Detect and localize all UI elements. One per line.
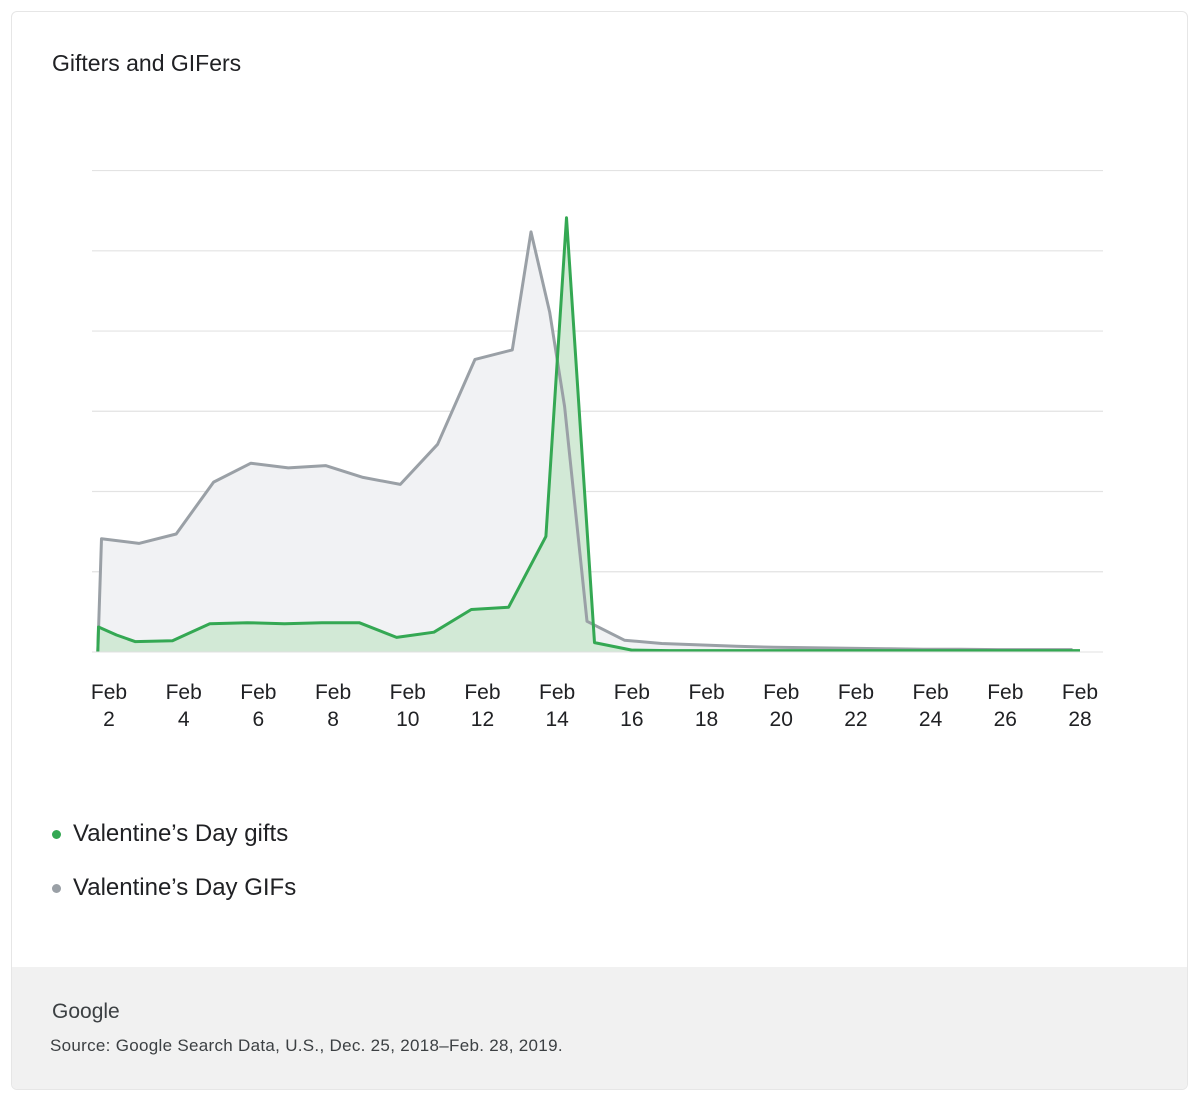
x-tick-label-month: Feb: [1062, 681, 1098, 704]
chart-title: Gifters and GIFers: [52, 50, 242, 76]
x-tick-label-month: Feb: [464, 681, 500, 704]
gifs-area: [97, 231, 1073, 652]
legend-dot-gifts: [52, 829, 61, 839]
x-tick-label-month: Feb: [763, 681, 799, 704]
footer: Google Source: Google Search Data, U.S.,…: [12, 967, 1187, 1089]
x-tick-label-month: Feb: [614, 681, 650, 704]
series-areas: [97, 217, 1081, 653]
legend: Valentine’s Day gifts Valentine’s Day GI…: [52, 807, 296, 915]
x-tick-label-day: 20: [770, 708, 793, 731]
x-tick-label-month: Feb: [240, 681, 276, 704]
x-axis-ticks: Feb 2 Feb 4 Feb 6 Feb 8 Feb 10 Feb 12 Feb 14 Feb 16 Feb 1…: [91, 681, 1098, 731]
area-chart: Feb 2 Feb 4 Feb 6 Feb 8 Feb 10 Feb 12 Feb 14 Feb 16 Feb 1…: [91, 169, 1103, 731]
legend-label-gifs: Valentine’s Day GIFs: [73, 874, 297, 901]
chart-card: Gifters and GIFers Feb 2 Feb 4 Feb 6 Feb 8 Feb 10…: [11, 11, 1188, 1090]
x-tick-label-day: 2: [103, 708, 115, 731]
x-tick-label-day: 14: [545, 708, 569, 731]
x-tick-label-day: 26: [994, 708, 1017, 731]
x-tick-label-month: Feb: [913, 681, 949, 704]
x-tick-label-day: 12: [471, 708, 494, 731]
x-tick-label-month: Feb: [539, 681, 575, 704]
x-tick-label-day: 28: [1068, 708, 1091, 731]
x-tick-label-month: Feb: [315, 681, 351, 704]
legend-label-gifts: Valentine’s Day gifts: [73, 820, 289, 847]
x-tick-label-day: 6: [253, 708, 265, 731]
gifts-line: [96, 216, 1080, 653]
x-tick-label-day: 10: [396, 708, 419, 731]
x-tick-label-day: 24: [919, 708, 943, 731]
x-tick-label-day: 8: [327, 708, 339, 731]
x-tick-label-day: 18: [695, 708, 718, 731]
x-tick-label-month: Feb: [390, 681, 426, 704]
x-tick-label-month: Feb: [688, 681, 724, 704]
x-tick-label-day: 16: [620, 708, 643, 731]
x-tick-label-month: Feb: [987, 681, 1023, 704]
legend-item-gifts: Valentine’s Day gifts: [52, 807, 296, 861]
x-tick-label-day: 4: [178, 708, 190, 731]
footer-source: Source: Google Search Data, U.S., Dec. 2…: [50, 1036, 563, 1055]
x-tick-label-month: Feb: [91, 681, 127, 704]
series-lines: [96, 216, 1080, 653]
x-tick-label-month: Feb: [838, 681, 874, 704]
x-tick-label-day: 22: [844, 708, 867, 731]
footer-brand: Google: [52, 1000, 120, 1023]
legend-item-gifs: Valentine’s Day GIFs: [52, 861, 296, 915]
x-tick-label-month: Feb: [166, 681, 202, 704]
legend-dot-gifs: [52, 883, 61, 893]
